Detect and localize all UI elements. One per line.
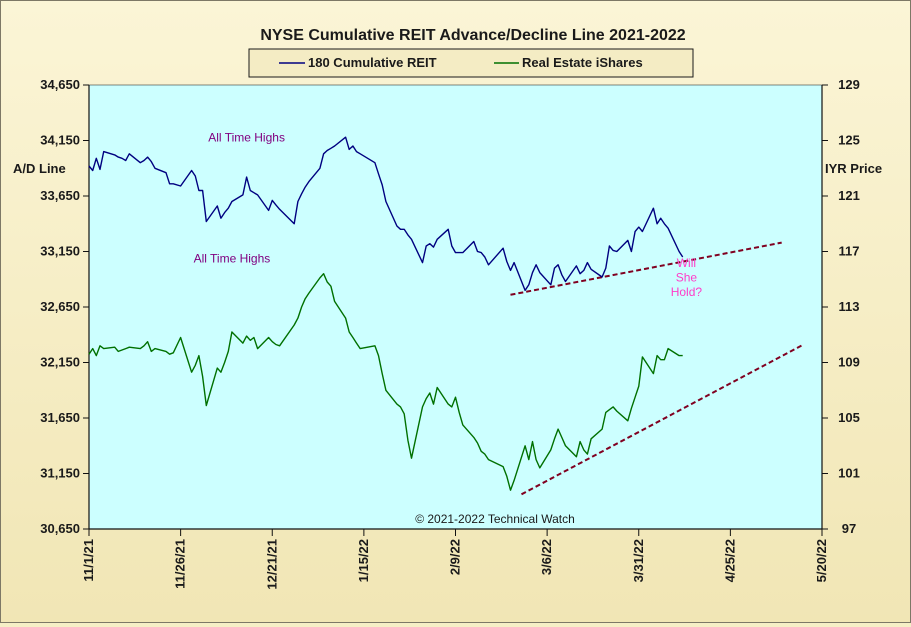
- trendline-left: [510, 241, 782, 296]
- copyright-note: © 2021-2022 Technical Watch: [415, 512, 575, 526]
- y-right-tick-label: 105: [838, 410, 860, 425]
- y-right-tick-label: 129: [838, 77, 860, 92]
- y-right-tick-label: 121: [838, 188, 860, 203]
- x-tick-label: 4/25/22: [722, 539, 737, 582]
- y-right-tick-label: 109: [838, 355, 860, 370]
- y-left-tick-label: 32,150: [40, 355, 80, 370]
- x-tick-label: 11/1/21: [81, 539, 96, 582]
- y-right-tick-label: 97: [842, 521, 856, 536]
- legend: 180 Cumulative REIT Real Estate iShares: [248, 48, 694, 78]
- y-left-tick-label: 33,150: [40, 244, 80, 259]
- annotation-label: She: [676, 270, 698, 284]
- x-tick-label: 12/21/21: [264, 539, 279, 590]
- y-left-tick-label: 30,650: [40, 521, 80, 536]
- plot-area: [89, 85, 822, 529]
- y-left-tick-label: 31,150: [40, 466, 80, 481]
- x-tick-label: 3/31/22: [631, 539, 646, 582]
- trendlines: [510, 241, 805, 496]
- y-left-tick-label: 31,650: [40, 410, 80, 425]
- y-left-tick-label: 34,150: [40, 133, 80, 148]
- y-right-tick-label: 113: [839, 299, 860, 314]
- x-tick-label: 5/20/22: [814, 539, 829, 582]
- y-right-tick-label: 101: [838, 466, 860, 481]
- y-right-label: IYR Price: [825, 161, 882, 176]
- x-tick-label: 11/26/21: [173, 539, 188, 589]
- y-left-tick-label: 33,650: [40, 188, 80, 203]
- series-line-ad: [88, 136, 684, 292]
- x-tick-label: 2/9/22: [448, 539, 463, 575]
- x-tick-label: 1/15/22: [356, 539, 371, 582]
- series-line-iyr: [88, 273, 683, 491]
- y-right-tick-label: 117: [839, 244, 860, 259]
- y-left-tick-label: 32,650: [40, 299, 80, 314]
- series-lines: [88, 136, 684, 491]
- y-left-tick-label: 34,650: [40, 77, 80, 92]
- legend-label-iyr: Real Estate iShares: [522, 55, 643, 70]
- trendline-right: [521, 343, 805, 496]
- legend-label-ad-line: 180 Cumulative REIT: [308, 55, 437, 70]
- chart-title: NYSE Cumulative REIT Advance/Decline Lin…: [260, 27, 685, 44]
- annotation-label: All Time Highs: [208, 131, 285, 145]
- axes: 34,650 129 34,150 125 33,650 121 33,150 117 32,6…: [40, 77, 860, 590]
- annotation-label: Hold?: [671, 285, 703, 299]
- x-tick-label: 3/6/22: [539, 539, 554, 575]
- y-left-label: A/D Line: [13, 161, 66, 176]
- legend-box: [248, 48, 694, 78]
- annotation-label: Will: [677, 256, 696, 270]
- y-right-tick-label: 125: [838, 133, 860, 148]
- annotation-label: All Time Highs: [194, 252, 271, 266]
